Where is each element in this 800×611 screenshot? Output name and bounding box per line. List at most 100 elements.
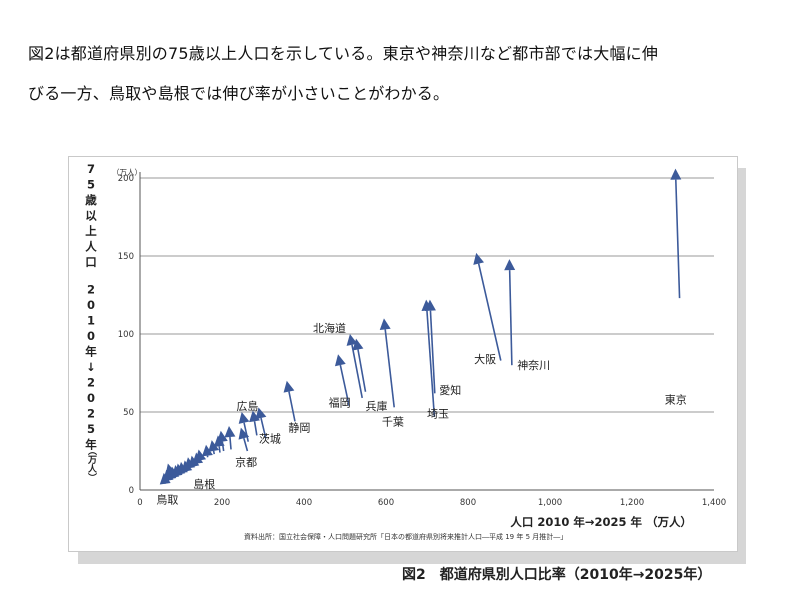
arrow-head (159, 472, 171, 485)
y-axis-label-char: 7 (87, 162, 95, 176)
data-arrow (504, 259, 516, 366)
arrow-shaft (288, 391, 296, 422)
arrow-shaft (429, 310, 436, 394)
intro-line-2: びる一方、鳥取や島根では伸び率が小さいことがわかる。 (28, 84, 450, 103)
y-axis-label-char: 1 (87, 314, 95, 328)
arrow-head (165, 463, 176, 476)
y-axis-label-char: 上 (85, 224, 97, 238)
x-tick-label: 0 (137, 498, 142, 508)
y-axis-label-char: 0 (87, 298, 95, 312)
arrow-shaft (212, 450, 215, 455)
data-arrow (165, 463, 176, 476)
arrow-shaft (477, 263, 502, 361)
y-axis-label-char: 口 (85, 255, 97, 269)
arrow-head (201, 444, 213, 457)
arrow-head (283, 380, 295, 393)
prefecture-label: 静岡 (288, 421, 310, 435)
y-tick-label: 0 (129, 486, 134, 496)
x-tick-label: 1,000 (538, 498, 562, 508)
y-axis-label-char: 5 (87, 422, 95, 436)
y-axis-label-char: 0 (87, 391, 95, 405)
data-arrow (208, 440, 220, 455)
data-arrow (255, 407, 267, 439)
arrow-shaft (351, 344, 364, 399)
arrow-head (473, 252, 485, 265)
arrow-shaft (218, 446, 221, 453)
x-tick-label: 200 (214, 498, 230, 508)
prefecture-label: 神奈川 (517, 358, 550, 372)
x-tick-label: 400 (296, 498, 312, 508)
arrow-shaft (339, 364, 350, 406)
arrow-head (224, 426, 236, 438)
y-axis-label-char: （万人） (86, 446, 98, 482)
prefecture-label: 茨城 (259, 432, 281, 446)
arrow-shaft (384, 329, 395, 408)
intro-text: 図2は都道府県別の75歳以上人口を示している。東京や神奈川など都市部では大幅に伸… (28, 34, 776, 114)
prefecture-label: 千葉 (382, 414, 404, 428)
data-arrow (201, 444, 213, 458)
x-tick-label: 1,400 (702, 498, 726, 508)
prefecture-label: 京都 (235, 455, 257, 469)
x-tick-label: 600 (378, 498, 394, 508)
source-note: 資料出所：国立社会保障・人口問題研究所「日本の都道府県別将来推計人口―平成 19… (244, 532, 567, 541)
y-axis-label-char: 年 (85, 438, 97, 452)
y-axis-label-char: 年 (85, 345, 97, 359)
y-tick-label: 200 (118, 174, 134, 184)
data-arrow (238, 412, 250, 442)
data-arrow (238, 427, 250, 452)
figure-caption: 図2 都道府県別人口比率（2010年→2025年） (402, 567, 712, 583)
arrow-head (379, 318, 391, 330)
y-axis-label-char: 0 (87, 329, 95, 343)
prefecture-label: 鳥取 (156, 492, 178, 506)
y-tick-label: 100 (118, 330, 134, 340)
arrow-shaft (508, 270, 513, 366)
data-arrow (670, 168, 682, 299)
arrow-shaft (426, 310, 436, 417)
y-tick-label: 50 (123, 408, 134, 418)
arrow-head (504, 259, 516, 271)
y-axis-label-char: 2 (87, 376, 95, 390)
data-arrow (249, 410, 260, 436)
y-unit-label: （万人） (112, 168, 142, 177)
arrow-shaft (357, 349, 367, 392)
arrow-head (238, 412, 250, 424)
y-axis-label-char: 人 (85, 240, 97, 254)
data-arrow (224, 426, 236, 450)
intro-line-1: 図2は都道府県別の75歳以上人口を示している。東京や神奈川など都市部では大幅に伸 (28, 44, 659, 63)
x-tick-label: 800 (460, 498, 476, 508)
data-arrow (473, 252, 502, 361)
arrow-shaft (675, 179, 681, 299)
prefecture-label: 大阪 (474, 352, 496, 366)
prefecture-label: 北海道 (313, 321, 346, 335)
prefecture-label: 福岡 (329, 396, 351, 410)
data-arrow (283, 380, 296, 422)
arrow-shaft (243, 437, 249, 452)
arrow-head (346, 334, 358, 346)
arrow-head (249, 410, 260, 423)
arrow-head (255, 407, 267, 420)
arrow-head (208, 440, 220, 452)
prefecture-label: 東京 (665, 393, 687, 407)
prefecture-label: 埼玉 (427, 407, 449, 421)
y-axis-label-char: 2 (87, 283, 95, 297)
y-tick-label: 150 (118, 252, 134, 262)
arrow-shaft (229, 436, 232, 450)
y-axis-label-char: 歳 (85, 193, 97, 207)
data-arrow (159, 472, 171, 485)
y-axis-label-char: 以 (85, 209, 97, 223)
arrow-head (670, 168, 682, 180)
chart-panel: 0 50 100 150 200 （万人） 0 200 400 600 800 1,000 1,200 1… (68, 156, 738, 552)
prefecture-label: 愛知 (439, 383, 461, 397)
x-tick-label: 1,200 (620, 498, 644, 508)
y-axis-label-char: 5 (87, 178, 95, 192)
y-axis-label-char: ↓ (86, 360, 96, 374)
arrow-head (213, 435, 225, 447)
prefecture-label: 兵庫 (366, 399, 388, 413)
x-axis-label: 人口 2010 年→2025 年 （万人） (510, 515, 692, 529)
data-arrow (213, 435, 225, 453)
data-arrow (346, 334, 364, 399)
arrow-shaft (243, 422, 250, 442)
arrow-head (334, 354, 346, 367)
data-arrow (421, 299, 436, 417)
